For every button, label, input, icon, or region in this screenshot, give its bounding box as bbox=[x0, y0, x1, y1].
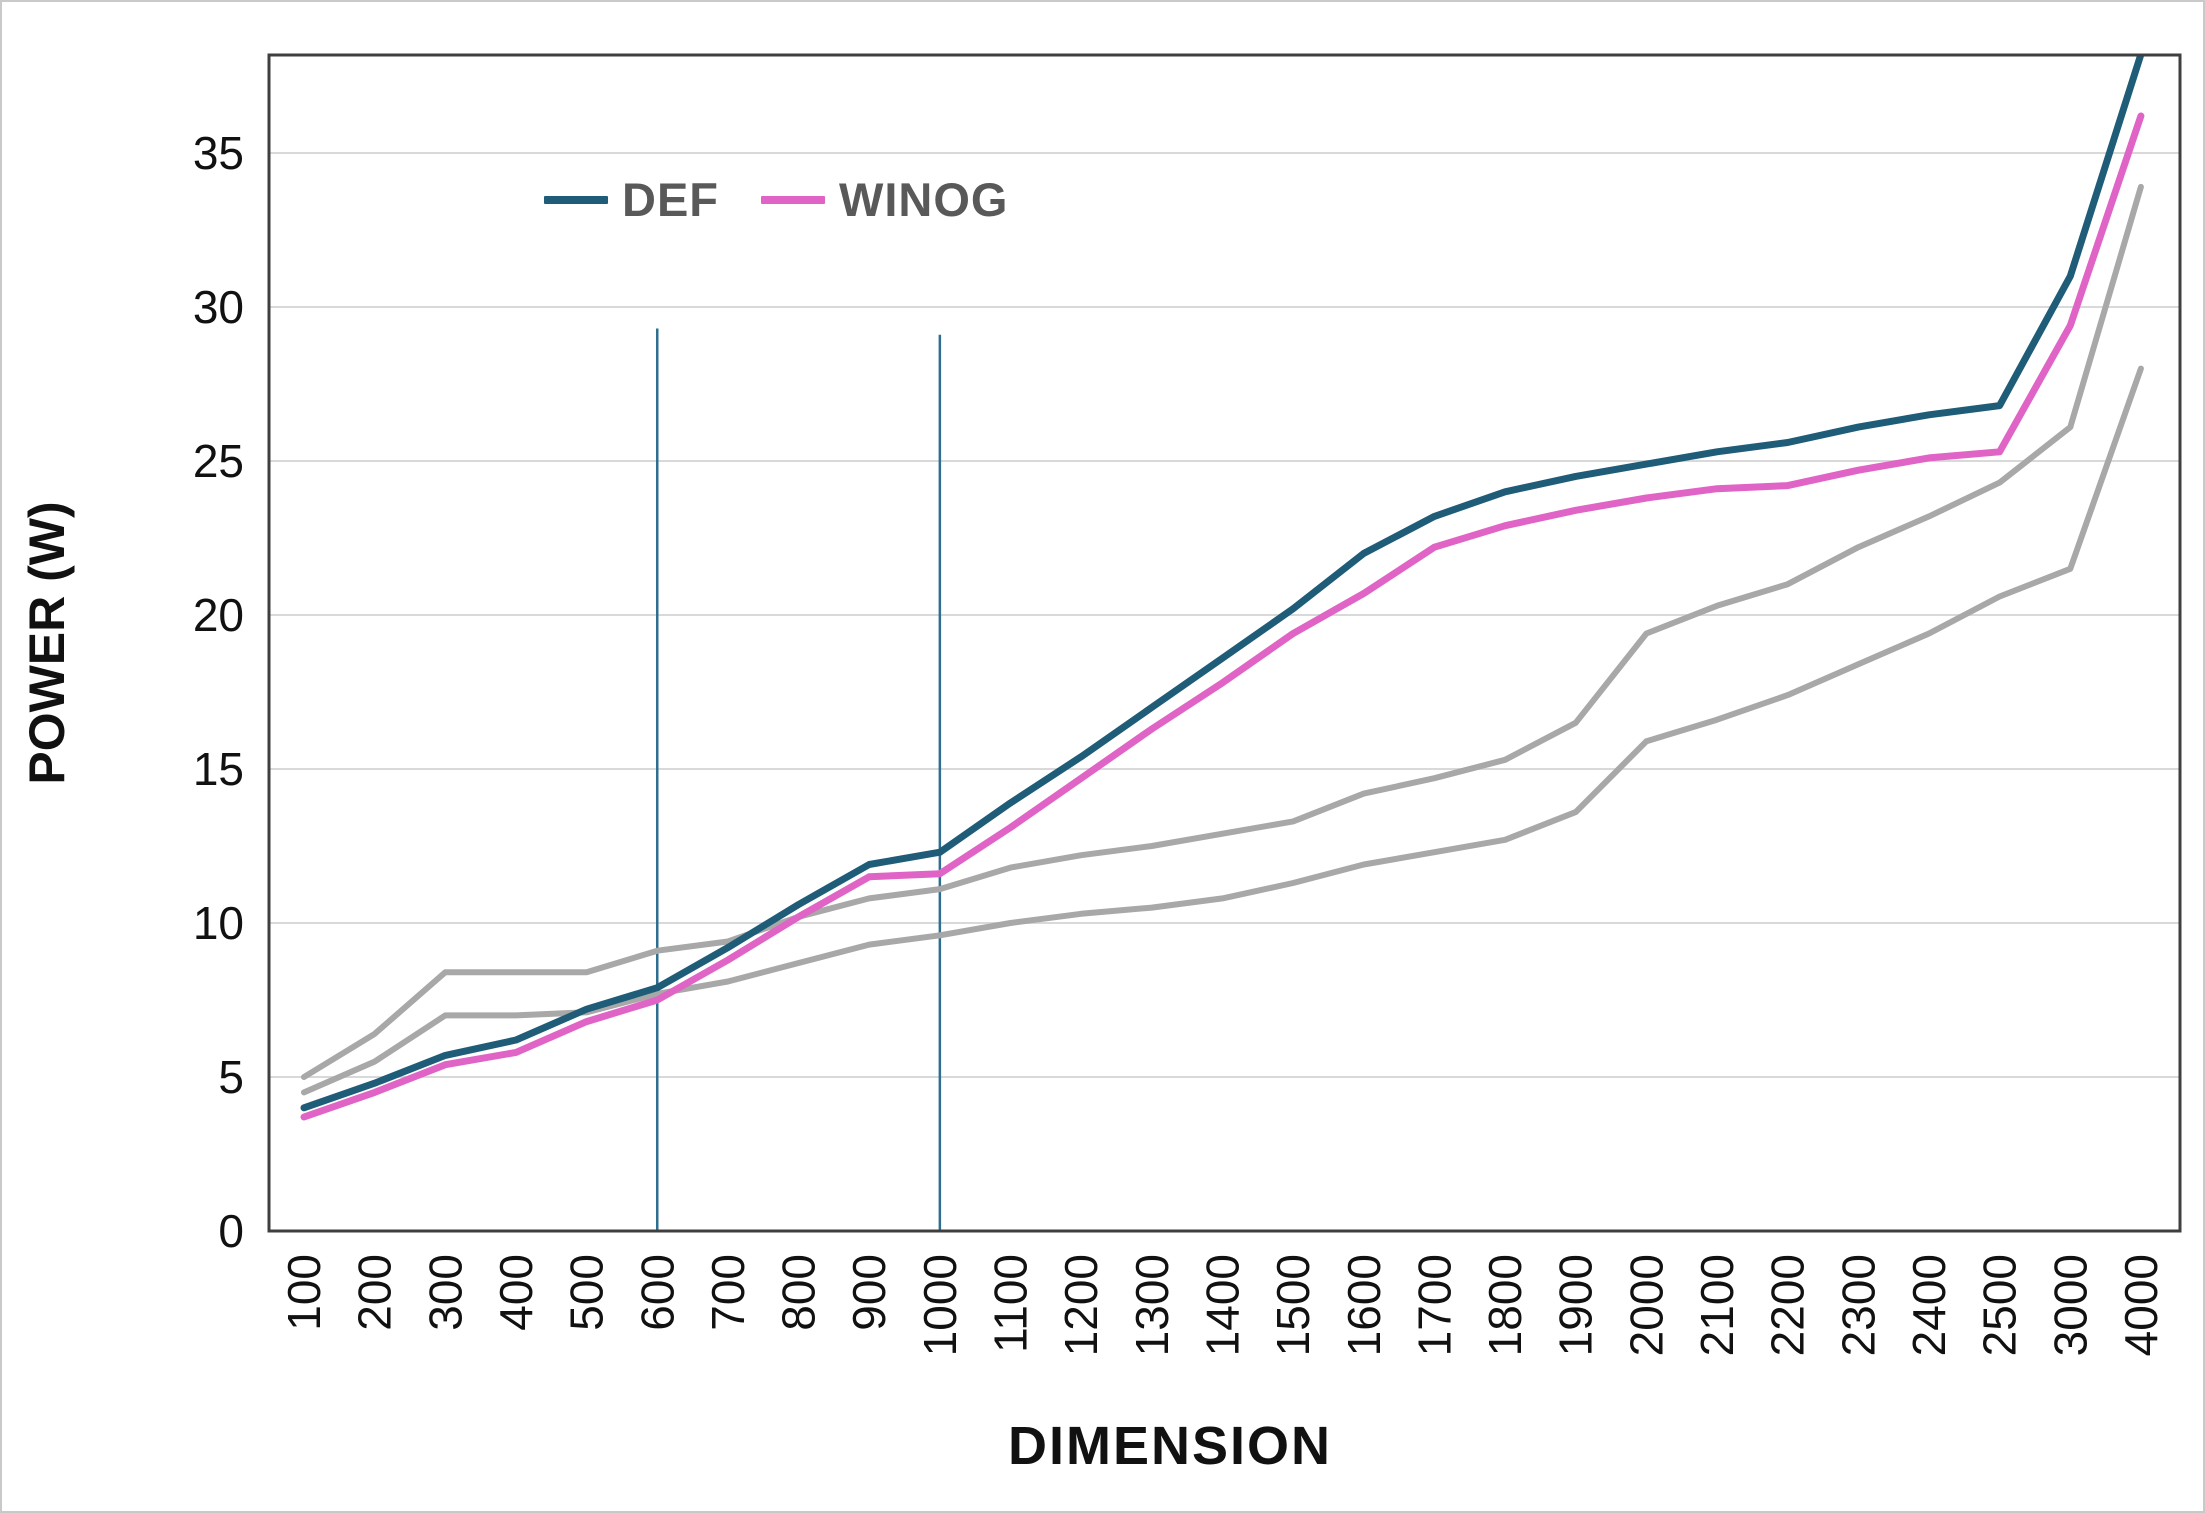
x-tick-label-4000: 4000 bbox=[2115, 1254, 2167, 1356]
gridlines bbox=[269, 152, 2180, 1078]
x-tick-label-1300: 1300 bbox=[1126, 1254, 1178, 1356]
x-tick-label-2500: 2500 bbox=[1974, 1254, 2026, 1356]
y-axis-tick-labels: 0 5 10 15 20 25 30 35 bbox=[193, 127, 244, 1257]
legend-label-winog: WINOG bbox=[839, 173, 1009, 226]
x-tick-label-1900: 1900 bbox=[1550, 1254, 1602, 1356]
x-tick-label-3000: 3000 bbox=[2044, 1254, 2096, 1356]
x-tick-label-800: 800 bbox=[773, 1254, 825, 1331]
y-tick-label-15: 15 bbox=[193, 743, 244, 795]
y-tick-label-20: 20 bbox=[193, 589, 244, 641]
x-tick-label-2000: 2000 bbox=[1620, 1254, 1672, 1356]
def-line-swatch-icon bbox=[544, 195, 608, 204]
y-tick-label-35: 35 bbox=[193, 127, 244, 179]
x-tick-label-700: 700 bbox=[702, 1254, 754, 1331]
x-tick-label-2100: 2100 bbox=[1691, 1254, 1743, 1356]
x-tick-label-200: 200 bbox=[349, 1254, 401, 1331]
x-tick-label-1200: 1200 bbox=[1055, 1254, 1107, 1356]
x-tick-label-2200: 2200 bbox=[1762, 1254, 1814, 1356]
x-tick-label-400: 400 bbox=[490, 1254, 542, 1331]
x-tick-label-300: 300 bbox=[419, 1254, 471, 1331]
y-tick-label-25: 25 bbox=[193, 435, 244, 487]
x-tick-label-900: 900 bbox=[843, 1254, 895, 1331]
x-tick-label-500: 500 bbox=[561, 1254, 613, 1331]
x-tick-label-2400: 2400 bbox=[1903, 1254, 1955, 1356]
x-tick-label-1500: 1500 bbox=[1267, 1254, 1319, 1356]
x-tick-label-1800: 1800 bbox=[1479, 1254, 1531, 1356]
vertical-marker-lines bbox=[656, 328, 942, 1231]
legend: DEF WINOG bbox=[544, 172, 1008, 227]
series-line-unlabeled-gray-lower bbox=[301, 365, 2144, 1096]
x-tick-label-1100: 1100 bbox=[985, 1254, 1037, 1353]
series-line-def bbox=[300, 55, 2145, 1112]
legend-item-def: DEF bbox=[544, 172, 719, 227]
data-series bbox=[300, 55, 2145, 1121]
x-tick-label-100: 100 bbox=[278, 1254, 330, 1331]
series-line-winog bbox=[300, 112, 2145, 1121]
winog-line-swatch-icon bbox=[761, 195, 825, 204]
y-tick-label-0: 0 bbox=[218, 1205, 244, 1257]
plot-area-border bbox=[267, 53, 2182, 1233]
y-axis-title: POWER (W) bbox=[19, 501, 75, 784]
legend-label-def: DEF bbox=[622, 173, 719, 226]
x-tick-label-1600: 1600 bbox=[1338, 1254, 1390, 1356]
x-tick-label-1400: 1400 bbox=[1196, 1254, 1248, 1356]
y-tick-label-5: 5 bbox=[218, 1051, 244, 1103]
y-tick-label-30: 30 bbox=[193, 281, 244, 333]
x-tick-label-2300: 2300 bbox=[1832, 1254, 1884, 1356]
x-axis-tick-labels: 100 200 300 400 500 600 700 800 900 1000 1100 1200 1… bbox=[278, 1254, 2167, 1356]
y-tick-label-10: 10 bbox=[193, 897, 244, 949]
x-tick-label-1700: 1700 bbox=[1408, 1254, 1460, 1356]
legend-item-winog: WINOG bbox=[761, 172, 1008, 227]
x-tick-label-600: 600 bbox=[631, 1254, 683, 1331]
x-axis-title: DIMENSION bbox=[1008, 1416, 1332, 1476]
x-tick-label-1000: 1000 bbox=[914, 1254, 966, 1356]
series-line-unlabeled-gray-upper bbox=[301, 183, 2144, 1080]
